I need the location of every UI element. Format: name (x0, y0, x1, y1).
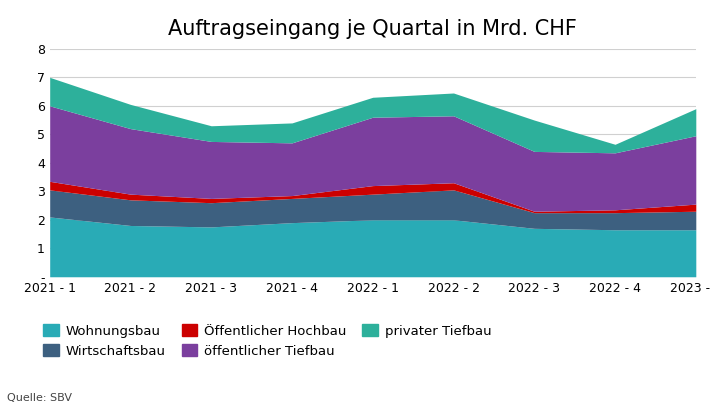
Legend: Wohnungsbau, Wirtschaftsbau, Öffentlicher Hochbau, öffentlicher Tiefbau, private: Wohnungsbau, Wirtschaftsbau, Öffentliche… (43, 324, 491, 358)
Title: Auftragseingang je Quartal in Mrd. CHF: Auftragseingang je Quartal in Mrd. CHF (168, 19, 577, 39)
Text: Quelle: SBV: Quelle: SBV (7, 393, 72, 403)
